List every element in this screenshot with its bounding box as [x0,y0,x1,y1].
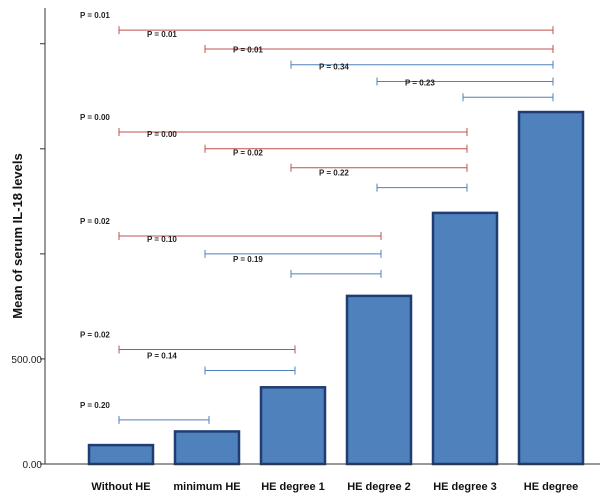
p-value-label-9: P = 0.22 [319,169,349,178]
bar-4 [345,294,413,466]
x-category-label-4: HE degree 2 [347,481,411,493]
bar-2 [173,430,241,466]
x-category-label-1: Without HE [91,481,150,493]
p-value-label-1: P = 0.01 [80,11,110,20]
p-value-label-5: P = 0.23 [405,78,435,87]
p-value-label-12: P = 0.19 [233,255,263,264]
bar-1 [87,443,155,466]
p-value-label-8: P = 0.02 [233,149,263,158]
x-category-label-6: HE degree [524,481,578,493]
bar-6 [517,110,585,466]
p-value-label-7: P = 0.00 [147,130,177,139]
bar-5 [431,211,499,466]
p-value-label-3: P = 0.01 [233,46,263,55]
p-value-label-13: P = 0.02 [80,330,110,339]
y-tick-label-1: 0.00 [23,460,43,471]
y-tick-label-2: 500.00 [11,355,42,366]
x-category-label-3: HE degree 1 [261,481,325,493]
p-value-label-11: P = 0.10 [147,235,177,244]
p-value-label-14: P = 0.14 [147,351,177,360]
bar-3 [259,386,327,466]
p-value-label-4: P = 0.34 [319,63,349,72]
y-axis-title: Mean of serum IL-18 levels [10,153,25,318]
x-category-label-5: HE degree 3 [433,481,497,493]
p-value-label-15: P = 0.20 [80,401,110,410]
p-value-label-6: P = 0.00 [80,113,110,122]
x-category-label-2: minimum HE [173,481,240,493]
p-value-label-10: P = 0.02 [80,217,110,226]
p-value-label-2: P = 0.01 [147,30,177,39]
